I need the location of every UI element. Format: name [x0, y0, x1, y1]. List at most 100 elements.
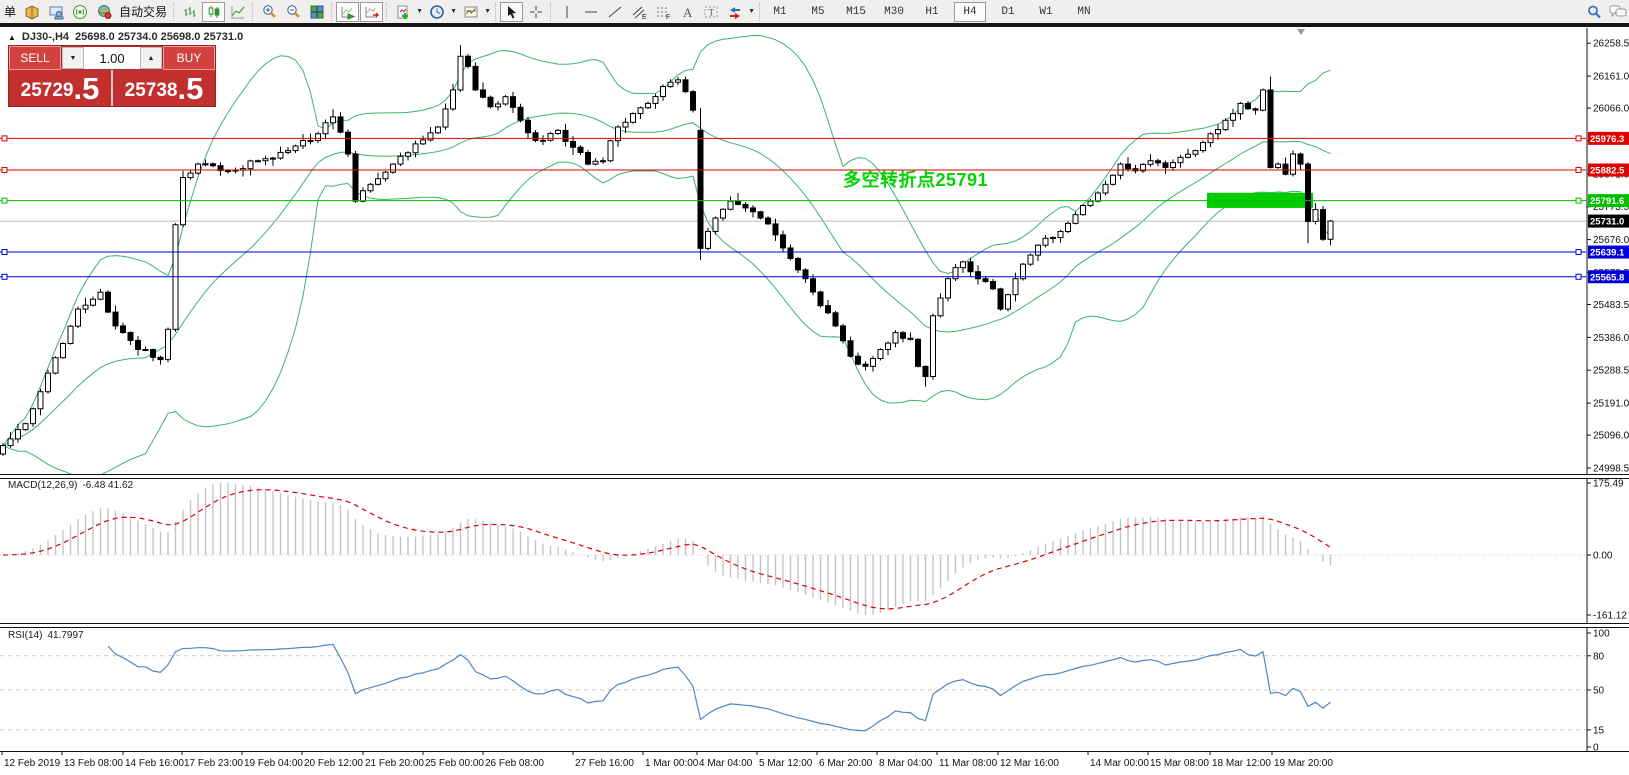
market-watch-icon[interactable] [44, 2, 67, 22]
order-book-icon[interactable] [20, 2, 43, 22]
svg-text:100: 100 [1593, 629, 1610, 640]
price-tag: 25882.5 [1588, 163, 1629, 177]
cursor-button[interactable] [500, 1, 524, 22]
svg-text:1 Mar 00:00: 1 Mar 00:00 [645, 758, 699, 769]
zoom-out-button[interactable] [281, 2, 304, 22]
arrows-tool-button[interactable] [723, 2, 746, 22]
fibonacci-button[interactable]: F [651, 2, 674, 22]
timeframe-button-MN[interactable]: MN [1077, 5, 1091, 18]
volume-stepper: ▼ 1.00 ▲ [61, 46, 163, 70]
templates-dropdown-caret[interactable]: ▼ [484, 8, 491, 15]
templates-button[interactable] [459, 2, 482, 22]
chart-title: ▲ DJ30-,H4 25698.0 25734.0 25698.0 25731… [8, 31, 243, 43]
one-click-trade-panel: SELL ▼ 1.00 ▲ BUY 25729.5 25738.5 [8, 45, 216, 107]
auto-scroll-button[interactable] [336, 1, 360, 22]
svg-text:25386.0: 25386.0 [1593, 333, 1629, 344]
collapse-panel-arrow[interactable]: ▲ [8, 32, 16, 42]
new-order-button[interactable]: 单 [4, 5, 17, 19]
macd-histogram [9, 483, 1332, 615]
buy-price-main: 25738 [124, 80, 178, 101]
chart-shift-button[interactable] [360, 1, 384, 22]
timeframe-button-H4[interactable]: H4 [954, 1, 987, 22]
svg-text:25882.5: 25882.5 [1590, 165, 1625, 176]
bar-chart-button[interactable] [178, 2, 201, 22]
timeframe-button-M30[interactable]: M30 [884, 5, 904, 18]
sell-price-frac: .5 [73, 71, 100, 106]
chat-icon[interactable] [1606, 2, 1629, 22]
price-tag: 25976.3 [1588, 131, 1629, 145]
svg-text:4 Mar 04:00: 4 Mar 04:00 [699, 758, 753, 769]
toolbar-separator [384, 2, 390, 22]
volume-input[interactable]: 1.00 [99, 50, 125, 66]
autotrading-icon[interactable] [92, 2, 115, 22]
volume-decrease-button[interactable]: ▼ [62, 47, 84, 69]
buy-button[interactable]: BUY [163, 46, 215, 70]
svg-text:F: F [666, 14, 670, 20]
svg-text:14 Mar 00:00: 14 Mar 00:00 [1090, 758, 1149, 769]
svg-text:5 Mar 12:00: 5 Mar 12:00 [759, 758, 813, 769]
svg-text:19 Feb 04:00: 19 Feb 04:00 [244, 758, 303, 769]
horizontal-line-object[interactable] [0, 249, 1586, 256]
tile-windows-button[interactable] [305, 2, 328, 22]
time-axis: 12 Feb 2019 13 Feb 08:00 14 Feb 16:00 17 Fe… [1, 751, 1333, 769]
svg-text:25191.0: 25191.0 [1593, 399, 1629, 410]
svg-text:15 Mar 08:00: 15 Mar 08:00 [1150, 758, 1209, 769]
chart-canvas[interactable]: 26258.526161.026066.025968.525871.025773… [0, 27, 1629, 775]
svg-text:25483.5: 25483.5 [1593, 300, 1629, 311]
volume-increase-button[interactable]: ▲ [140, 47, 162, 69]
svg-text:50: 50 [1593, 686, 1605, 697]
horizontal-line-object[interactable] [0, 135, 1586, 142]
autotrading-button[interactable]: 自动交易 [119, 5, 168, 19]
svg-text:21 Feb 20:00: 21 Feb 20:00 [365, 758, 424, 769]
timeframe-button-D1[interactable]: D1 [1001, 5, 1015, 18]
chart-text-annotation[interactable]: 多空转折点25791 [843, 170, 989, 190]
svg-text:A: A [683, 5, 693, 20]
periods-clock-button[interactable] [425, 2, 448, 22]
timeframe-button-H1[interactable]: H1 [925, 5, 939, 18]
sell-price[interactable]: 25729.5 [9, 70, 111, 106]
svg-text:25773.5: 25773.5 [1593, 202, 1629, 213]
macd-values: -6.48 41.62 [82, 480, 134, 491]
svg-text:13 Feb 08:00: 13 Feb 08:00 [64, 758, 123, 769]
svg-text:25731.0: 25731.0 [1590, 217, 1624, 228]
rsi-name: RSI(14) [8, 630, 43, 641]
trendline-button[interactable] [603, 2, 626, 22]
horizontal-line-object[interactable] [0, 197, 1586, 204]
signal-icon[interactable] [68, 2, 91, 22]
svg-text:12 Feb 2019: 12 Feb 2019 [4, 758, 61, 769]
horizontal-line-object[interactable] [0, 166, 1586, 173]
periods-dropdown-caret[interactable]: ▼ [450, 8, 457, 15]
candlestick-chart-button[interactable] [202, 1, 226, 22]
indicators-dropdown-caret[interactable]: ▼ [416, 8, 423, 15]
timeframe-button-W1[interactable]: W1 [1039, 5, 1053, 18]
search-icon[interactable] [1582, 2, 1605, 22]
zoom-in-button[interactable] [257, 2, 280, 22]
svg-text:8 Mar 04:00: 8 Mar 04:00 [879, 758, 933, 769]
equidistant-channel-button[interactable]: E [627, 2, 650, 22]
line-chart-button[interactable] [226, 2, 249, 22]
chart-shift-marker[interactable] [1297, 29, 1305, 35]
vertical-line-button[interactable] [555, 2, 578, 22]
svg-text:26 Feb 08:00: 26 Feb 08:00 [485, 758, 544, 769]
text-label-button[interactable]: T [699, 2, 722, 22]
rsi-indicator-label: RSI(14) 41.7997 [8, 630, 84, 641]
horizontal-line-button[interactable] [579, 2, 602, 22]
indicators-button[interactable] [391, 2, 414, 22]
sell-button[interactable]: SELL [9, 46, 61, 70]
svg-text:175.49: 175.49 [1593, 479, 1624, 490]
text-button[interactable]: A [675, 2, 698, 22]
arrows-dropdown-caret[interactable]: ▼ [748, 8, 755, 15]
crosshair-button[interactable] [524, 2, 547, 22]
timeframe-button-M1[interactable]: M1 [773, 5, 787, 18]
pane-divider[interactable] [0, 474, 1629, 479]
horizontal-line-object[interactable] [0, 273, 1586, 280]
svg-text:25791.6: 25791.6 [1590, 196, 1624, 207]
bollinger-bands [2, 34, 1331, 478]
toolbar-separator [757, 2, 763, 22]
timeframe-button-M15[interactable]: M15 [846, 5, 866, 18]
pane-divider[interactable] [0, 623, 1629, 628]
buy-price-frac: .5 [177, 71, 204, 106]
timeframe-button-M5[interactable]: M5 [811, 5, 825, 18]
buy-price[interactable]: 25738.5 [113, 70, 215, 106]
